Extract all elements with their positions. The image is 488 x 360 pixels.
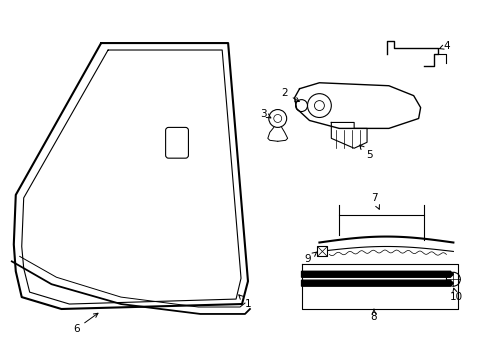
Text: 1: 1 <box>238 295 251 309</box>
FancyBboxPatch shape <box>165 127 188 158</box>
Text: 9: 9 <box>304 252 316 264</box>
Text: 6: 6 <box>73 313 98 334</box>
Polygon shape <box>301 271 452 277</box>
Polygon shape <box>301 280 452 286</box>
Text: 10: 10 <box>449 288 462 302</box>
FancyBboxPatch shape <box>317 247 326 256</box>
Text: 7: 7 <box>370 193 379 209</box>
Text: 3: 3 <box>260 108 270 118</box>
Text: 8: 8 <box>370 309 377 322</box>
Text: 2: 2 <box>281 88 299 102</box>
Text: 4: 4 <box>439 41 449 51</box>
Text: 5: 5 <box>359 145 371 160</box>
